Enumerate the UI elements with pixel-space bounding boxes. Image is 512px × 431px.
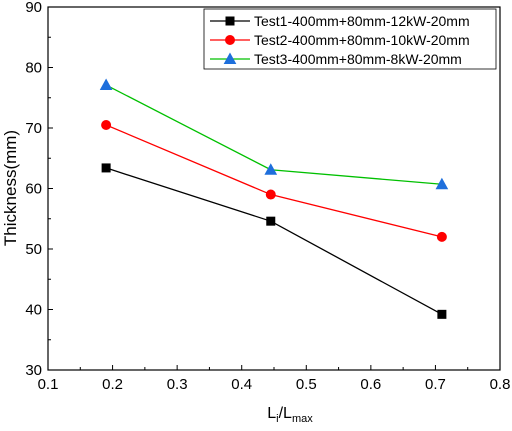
series-line-1 xyxy=(105,167,443,315)
x-tick-label: 0.7 xyxy=(425,376,446,393)
legend-marker xyxy=(225,16,235,26)
x-tick-label: 0.6 xyxy=(360,376,381,393)
y-tick-label: 80 xyxy=(25,60,42,77)
x-tick-label: 0.5 xyxy=(296,376,317,393)
data-point xyxy=(266,216,276,226)
y-axis-ticks: 30 40 50 60 70 80 90 xyxy=(25,0,53,379)
data-point xyxy=(435,177,449,190)
x-axis-label-sep: /L xyxy=(279,405,292,422)
x-axis-label-sub-i: i xyxy=(276,413,278,425)
legend-label: Test3-400mm+80mm-8kW-20mm xyxy=(254,51,462,67)
data-point xyxy=(101,119,112,130)
x-tick-label: 0.4 xyxy=(231,376,252,393)
x-tick-label: 0.1 xyxy=(38,376,59,393)
y-tick-label: 60 xyxy=(25,181,42,198)
x-axis-ticks: 0.1 0.2 0.3 0.4 0.5 0.6 0.7 0.8 xyxy=(38,365,511,393)
y-tick-label: 40 xyxy=(25,302,42,319)
y-tick-label: 90 xyxy=(25,0,42,16)
x-axis-label-sub-max: max xyxy=(292,413,313,425)
x-tick-label: 0.3 xyxy=(167,376,188,393)
y-tick-label: 70 xyxy=(25,120,42,137)
data-point xyxy=(264,163,278,175)
legend: Test1-400mm+80mm-12kW-20mm Test2-400mm+80… xyxy=(203,8,497,70)
y-axis-label: Thickness(mm) xyxy=(1,130,20,246)
x-axis-label-main: L xyxy=(267,405,276,422)
legend-label: Test2-400mm+80mm-10kW-20mm xyxy=(254,32,470,48)
data-point xyxy=(99,78,113,91)
legend-box xyxy=(203,8,497,70)
data-point xyxy=(436,231,447,242)
legend-label: Test1-400mm+80mm-12kW-20mm xyxy=(254,13,470,29)
x-tick-label: 0.2 xyxy=(102,376,123,393)
data-point xyxy=(265,189,276,200)
legend-marker xyxy=(223,52,237,64)
y-tick-label: 50 xyxy=(25,241,42,258)
legend-marker xyxy=(225,35,235,45)
x-axis-label: Li/Lmax xyxy=(267,405,313,425)
series-layer xyxy=(99,78,449,319)
y-tick-label: 30 xyxy=(25,362,42,379)
data-point xyxy=(437,309,447,319)
x-tick-label: 0.8 xyxy=(490,376,511,393)
data-point xyxy=(101,163,111,173)
